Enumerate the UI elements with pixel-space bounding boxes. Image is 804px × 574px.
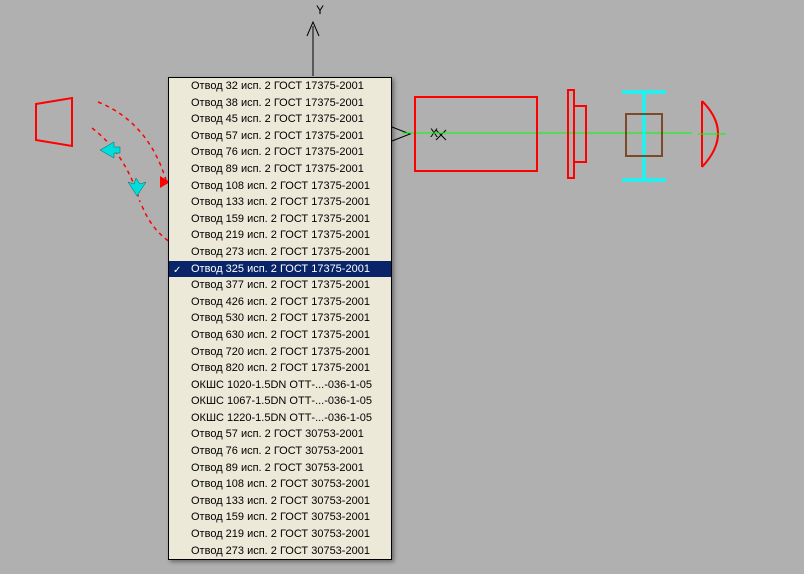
menu-item-label: Отвод 89 исп. 2 ГОСТ 30753-2001 [191,462,364,474]
menu-item[interactable]: ОКШС 1067-1.5DN ОТТ-...-036-1-05 [169,393,391,410]
menu-item-label: Отвод 820 исп. 2 ГОСТ 17375-2001 [191,362,370,374]
menu-item[interactable]: Отвод 219 исп. 2 ГОСТ 17375-2001 [169,227,391,244]
menu-item-label: Отвод 159 исп. 2 ГОСТ 17375-2001 [191,213,370,225]
menu-item[interactable]: ✓ Отвод 325 исп. 2 ГОСТ 17375-2001 [169,261,391,278]
menu-item[interactable]: Отвод 133 исп. 2 ГОСТ 17375-2001 [169,194,391,211]
menu-item[interactable]: Отвод 720 исп. 2 ГОСТ 17375-2001 [169,344,391,361]
menu-item[interactable]: Отвод 32 исп. 2 ГОСТ 17375-2001 [169,78,391,95]
menu-item-label: Отвод 377 исп. 2 ГОСТ 17375-2001 [191,279,370,291]
menu-item-label: Отвод 219 исп. 2 ГОСТ 17375-2001 [191,229,370,241]
drawing-canvas: Y X [0,0,804,574]
shape-flange [562,86,594,185]
menu-item-label: Отвод 159 исп. 2 ГОСТ 30753-2001 [191,511,370,523]
menu-item-label: Отвод 32 исп. 2 ГОСТ 17375-2001 [191,80,364,92]
menu-item-label: Отвод 108 исп. 2 ГОСТ 30753-2001 [191,478,370,490]
menu-item-label: Отвод 108 исп. 2 ГОСТ 17375-2001 [191,180,370,192]
y-axis-label: Y [316,3,324,17]
menu-item[interactable]: Отвод 426 исп. 2 ГОСТ 17375-2001 [169,294,391,311]
menu-item-label: Отвод 89 исп. 2 ГОСТ 17375-2001 [191,163,364,175]
cyan-arrow-1 [100,142,120,158]
menu-item[interactable]: Отвод 159 исп. 2 ГОСТ 17375-2001 [169,211,391,228]
menu-item[interactable]: Отвод 57 исп. 2 ГОСТ 30753-2001 [169,426,391,443]
menu-item-label: Отвод 57 исп. 2 ГОСТ 17375-2001 [191,130,364,142]
menu-item[interactable]: Отвод 133 исп. 2 ГОСТ 30753-2001 [169,493,391,510]
menu-item[interactable]: Отвод 45 исп. 2 ГОСТ 17375-2001 [169,111,391,128]
menu-item[interactable]: Отвод 38 исп. 2 ГОСТ 17375-2001 [169,95,391,112]
menu-item-label: Отвод 45 исп. 2 ГОСТ 17375-2001 [191,113,364,125]
menu-item[interactable]: Отвод 159 исп. 2 ГОСТ 30753-2001 [169,509,391,526]
y-axis-arrow [303,18,323,78]
menu-item-label: Отвод 76 исп. 2 ГОСТ 17375-2001 [191,146,364,158]
shape-arcs [78,92,173,252]
check-icon: ✓ [173,262,181,278]
menu-item[interactable]: Отвод 57 исп. 2 ГОСТ 17375-2001 [169,128,391,145]
menu-item[interactable]: Отвод 89 исп. 2 ГОСТ 30753-2001 [169,460,391,477]
menu-item[interactable]: ОКШС 1220-1.5DN ОТТ-...-036-1-05 [169,410,391,427]
menu-item[interactable]: Отвод 108 исп. 2 ГОСТ 17375-2001 [169,178,391,195]
menu-item-label: Отвод 219 исп. 2 ГОСТ 30753-2001 [191,528,370,540]
menu-item-label: Отвод 133 исп. 2 ГОСТ 17375-2001 [191,196,370,208]
menu-item-label: Отвод 57 исп. 2 ГОСТ 30753-2001 [191,428,364,440]
menu-item[interactable]: Отвод 273 исп. 2 ГОСТ 30753-2001 [169,543,391,560]
menu-item-label: Отвод 325 исп. 2 ГОСТ 17375-2001 [191,263,370,275]
menu-item-label: Отвод 38 исп. 2 ГОСТ 17375-2001 [191,97,364,109]
menu-item-label: ОКШС 1020-1.5DN ОТТ-...-036-1-05 [191,379,372,391]
menu-item-label: Отвод 133 исп. 2 ГОСТ 30753-2001 [191,495,370,507]
menu-item-label: ОКШС 1220-1.5DN ОТТ-...-036-1-05 [191,412,372,424]
menu-item-label: Отвод 630 исп. 2 ГОСТ 17375-2001 [191,329,370,341]
menu-item[interactable]: ОКШС 1020-1.5DN ОТТ-...-036-1-05 [169,377,391,394]
menu-item[interactable]: Отвод 76 исп. 2 ГОСТ 17375-2001 [169,144,391,161]
shape-ibeam [614,86,674,189]
menu-item[interactable]: Отвод 530 исп. 2 ГОСТ 17375-2001 [169,310,391,327]
shape-trapezoid [34,96,74,146]
menu-item-label: Отвод 273 исп. 2 ГОСТ 17375-2001 [191,246,370,258]
cyan-arrow-2 [128,178,146,196]
shape-dome [698,97,738,174]
menu-item[interactable]: Отвод 219 исп. 2 ГОСТ 30753-2001 [169,526,391,543]
menu-item[interactable]: Отвод 108 исп. 2 ГОСТ 30753-2001 [169,476,391,493]
menu-item[interactable]: Отвод 89 исп. 2 ГОСТ 17375-2001 [169,161,391,178]
menu-item[interactable]: Отвод 820 исп. 2 ГОСТ 17375-2001 [169,360,391,377]
menu-item-label: Отвод 273 исп. 2 ГОСТ 30753-2001 [191,545,370,557]
menu-item[interactable]: Отвод 76 исп. 2 ГОСТ 30753-2001 [169,443,391,460]
menu-item[interactable]: Отвод 630 исп. 2 ГОСТ 17375-2001 [169,327,391,344]
menu-item-label: Отвод 76 исп. 2 ГОСТ 30753-2001 [191,445,364,457]
shape-rectangle [414,96,538,172]
menu-item-label: Отвод 426 исп. 2 ГОСТ 17375-2001 [191,296,370,308]
menu-item-label: Отвод 530 исп. 2 ГОСТ 17375-2001 [191,312,370,324]
menu-item-label: Отвод 720 исп. 2 ГОСТ 17375-2001 [191,346,370,358]
context-menu[interactable]: Отвод 32 исп. 2 ГОСТ 17375-2001 Отвод 38 … [168,77,392,560]
menu-item[interactable]: Отвод 273 исп. 2 ГОСТ 17375-2001 [169,244,391,261]
menu-item-label: ОКШС 1067-1.5DN ОТТ-...-036-1-05 [191,395,372,407]
menu-item[interactable]: Отвод 377 исп. 2 ГОСТ 17375-2001 [169,277,391,294]
